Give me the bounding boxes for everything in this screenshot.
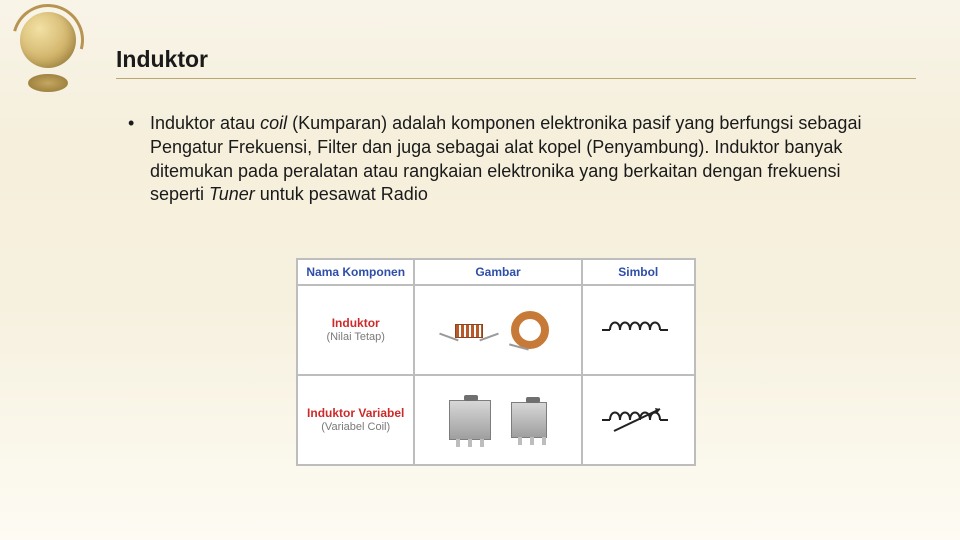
variable-inductor-icon	[449, 400, 491, 440]
th-symbol: Simbol	[582, 259, 695, 285]
table-row: Induktor (Nilai Tetap)	[297, 285, 695, 375]
title-underline	[116, 78, 916, 79]
cell-name-variable: Induktor Variabel (Variabel Coil)	[297, 375, 414, 465]
sub-fixed: (Nilai Tetap)	[326, 331, 385, 345]
text-seg-1: Induktor atau	[150, 113, 260, 133]
cell-symbol-fixed	[582, 285, 695, 375]
toroid-coil-icon	[511, 311, 549, 349]
name-fixed: Induktor	[332, 316, 380, 331]
body-paragraph: • Induktor atau coil (Kumparan) adalah k…	[128, 112, 896, 207]
text-italic-coil: coil	[260, 113, 287, 133]
th-image: Gambar	[414, 259, 581, 285]
name-variable-1: Induktor Variabel	[307, 406, 404, 421]
table-row: Induktor Variabel (Variabel Coil)	[297, 375, 695, 465]
sub-variable: (Variabel Coil)	[321, 421, 390, 435]
cell-symbol-variable	[582, 375, 695, 465]
component-table: Nama Komponen Gambar Simbol Induktor (Ni…	[296, 258, 696, 466]
cell-name-fixed: Induktor (Nilai Tetap)	[297, 285, 414, 375]
globe-decoration	[6, 4, 96, 104]
text-seg-3: untuk pesawat Radio	[255, 184, 428, 204]
th-name: Nama Komponen	[297, 259, 414, 285]
slide-title: Induktor	[116, 46, 208, 73]
variable-inductor-icon	[511, 402, 547, 438]
cell-image-variable	[414, 375, 581, 465]
table-header-row: Nama Komponen Gambar Simbol	[297, 259, 695, 285]
inductor-symbol-icon	[598, 315, 678, 345]
bullet-glyph: •	[128, 112, 150, 207]
cell-image-fixed	[414, 285, 581, 375]
paragraph-text: Induktor atau coil (Kumparan) adalah kom…	[150, 112, 896, 207]
variable-inductor-symbol-icon	[598, 405, 678, 435]
air-coil-icon	[447, 320, 491, 340]
text-italic-tuner: Tuner	[209, 184, 255, 204]
